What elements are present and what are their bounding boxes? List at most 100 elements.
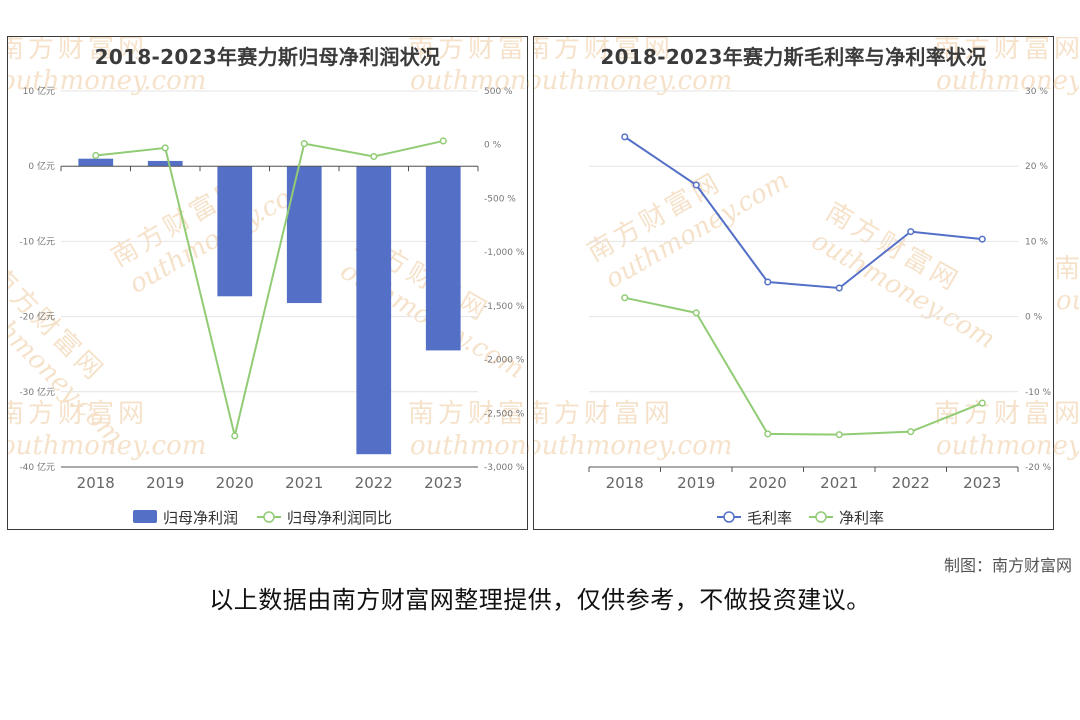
- y-left-tick-label: -40 亿元: [19, 461, 55, 473]
- line-point: [764, 430, 772, 438]
- x-tick-label: 2020: [749, 474, 787, 492]
- x-tick-label: 2022: [892, 474, 930, 492]
- watermark-text: 南方财富网: [1054, 254, 1079, 284]
- bar: [147, 160, 183, 167]
- x-tick-label: 2018: [606, 474, 644, 492]
- x-tick-label: 2021: [820, 474, 858, 492]
- y-right-tick-label: -3,000 %: [484, 463, 525, 473]
- legend-label: 毛利率: [747, 509, 792, 527]
- line-point: [835, 431, 843, 439]
- watermark-group: 南方财富网outhmoney.com南方财富网outhmoney.com南方财富…: [534, 37, 1079, 461]
- chart-credit: 制图：南方财富网: [943, 556, 1072, 575]
- legend-label: 归母净利润同比: [287, 509, 392, 527]
- watermark-text: 南方财富网: [8, 37, 148, 64]
- x-tick-label: 2021: [285, 474, 323, 492]
- series-line: [95, 139, 444, 437]
- legend-marker-symbol: [815, 511, 827, 523]
- y-right-tick-label: 500 %: [484, 87, 513, 97]
- x-tick-label: 2022: [355, 474, 393, 492]
- line-point: [764, 278, 772, 286]
- x-tick-label: 2019: [677, 474, 715, 492]
- legend-label: 归母净利润: [163, 509, 238, 527]
- line-point: [692, 309, 700, 317]
- line-point: [907, 428, 915, 436]
- line-point: [300, 140, 308, 148]
- net-profit-chart-panel: 南方财富网outhmoney.com南方财富网outhmoney.com南方财富…: [7, 36, 529, 530]
- y-left-tick-label: -20 亿元: [19, 311, 55, 323]
- line-point: [692, 181, 700, 189]
- y-right-tick-label: -10 %: [1025, 388, 1052, 398]
- y-right-tick-label: 30 %: [1025, 87, 1048, 97]
- disclaimer-text: 以上数据由南方财富网整理提供，仅供参考，不做投资建议。: [209, 586, 871, 614]
- watermark-text: outhmoney.com: [8, 431, 206, 461]
- chart-title: 2018-2023年赛力斯毛利率与净利率状况: [600, 45, 987, 69]
- y-left-tick-label: 0 亿元: [28, 160, 55, 172]
- y-left-tick-label: -30 亿元: [19, 386, 55, 398]
- margin-chart: 南方财富网outhmoney.com南方财富网outhmoney.com南方财富…: [534, 37, 1079, 527]
- x-tick-label: 2018: [77, 474, 115, 492]
- series-line: [624, 296, 983, 436]
- line-point: [92, 151, 100, 160]
- line-point: [835, 284, 843, 292]
- y-right-tick-label: 0 %: [484, 141, 502, 151]
- y-right-tick-label: 10 %: [1025, 237, 1048, 247]
- bar: [217, 166, 253, 297]
- bar: [356, 166, 392, 455]
- y-right-tick-label: -2,000 %: [484, 356, 525, 366]
- y-right-tick-label: -1,000 %: [484, 248, 525, 258]
- y-left-tick-label: 10 亿元: [23, 85, 55, 97]
- watermark-text: outhmoney.com: [410, 431, 529, 461]
- line-point: [621, 294, 629, 302]
- margin-chart-panel: 南方财富网outhmoney.com南方财富网outhmoney.com南方财富…: [533, 36, 1079, 530]
- x-tick-label: 2023: [963, 474, 1001, 492]
- y-right-tick-label: -500 %: [484, 194, 516, 204]
- chart-legend: 毛利率 净利率: [717, 509, 884, 527]
- y-right-tick-label: -1,500 %: [484, 302, 525, 312]
- watermark-text: 南方财富网: [534, 37, 674, 64]
- watermark-text: outhmoney.com: [1056, 286, 1079, 316]
- watermark-text: 南方财富网: [408, 399, 529, 429]
- watermark-text: 南方财富网: [408, 37, 529, 64]
- series-line: [624, 136, 983, 290]
- chart-title: 2018-2023年赛力斯归母净利润状况: [94, 45, 441, 69]
- y-left-tick-label: -10 亿元: [19, 235, 55, 247]
- y-right-tick-label: -2,500 %: [484, 409, 525, 419]
- watermark-text: 南方财富网: [534, 399, 674, 429]
- line-point: [370, 152, 378, 161]
- legend-label: 净利率: [839, 509, 884, 527]
- chart-legend: 归母净利润 归母净利润同比: [133, 509, 392, 527]
- net-profit-chart: 南方财富网outhmoney.com南方财富网outhmoney.com南方财富…: [8, 37, 529, 527]
- y-right-tick-label: -20 %: [1025, 463, 1052, 473]
- watermark-text: outhmoney.com: [534, 431, 732, 461]
- line-point: [621, 133, 629, 141]
- watermark-text: 南方财富网: [934, 37, 1079, 64]
- x-tick-label: 2020: [216, 474, 254, 492]
- bar: [425, 166, 461, 351]
- line-point: [978, 399, 986, 407]
- watermark-text: 南方财富网: [934, 399, 1079, 429]
- line-point: [231, 432, 239, 440]
- y-right-tick-label: 20 %: [1025, 162, 1048, 172]
- legend-marker-symbol: [723, 511, 735, 523]
- line-point: [439, 137, 447, 145]
- y-right-tick-label: 0 %: [1025, 313, 1043, 323]
- legend-marker-symbol: [263, 511, 275, 523]
- legend-bar-symbol: [133, 510, 157, 523]
- x-tick-label: 2019: [146, 474, 184, 492]
- bar: [286, 166, 322, 304]
- watermark-text: outhmoney.com: [936, 431, 1079, 461]
- bar: [78, 158, 114, 167]
- line-point: [161, 144, 169, 152]
- line-point: [907, 228, 915, 236]
- line-point: [978, 235, 986, 243]
- x-tick-label: 2023: [424, 474, 462, 492]
- watermark-text: 南方财富网: [8, 399, 148, 429]
